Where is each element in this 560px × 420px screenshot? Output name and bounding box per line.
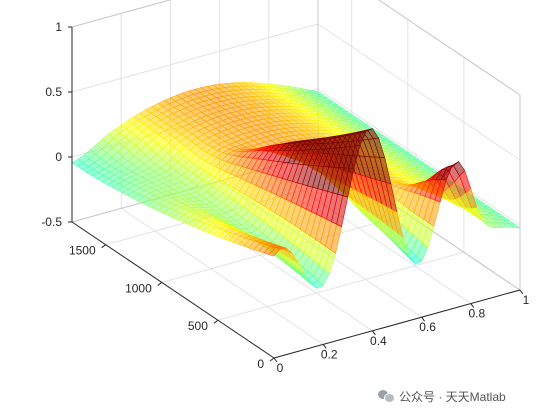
z-tick-label: 0	[55, 150, 62, 164]
wechat-icon	[378, 389, 394, 403]
watermark: 公众号 · 天天Matlab	[378, 386, 506, 406]
x-tick-label: 0.2	[321, 347, 338, 361]
x-tick-label: 0.6	[419, 320, 436, 334]
y-tick-label: 1000	[125, 281, 152, 295]
z-tick-label: 0.5	[45, 85, 62, 99]
y-tick-mark	[102, 245, 106, 248]
y-tick-label: 500	[188, 319, 208, 333]
y-tick-mark	[214, 320, 218, 323]
y-tick-label: 0	[257, 357, 264, 371]
x-tick-label: 0	[277, 361, 284, 375]
x-tick-label: 0.8	[468, 307, 485, 321]
y-tick-mark	[158, 282, 162, 285]
x-tick-label: 0.4	[370, 334, 387, 348]
z-tick-label: -0.5	[41, 215, 62, 229]
y-tick-mark	[270, 358, 274, 361]
watermark-text: 公众号 · 天天Matlab	[399, 388, 506, 405]
z-tick-label: 1	[55, 20, 62, 34]
x-tick-label: 1	[523, 293, 530, 307]
y-tick-label: 1500	[69, 244, 96, 258]
